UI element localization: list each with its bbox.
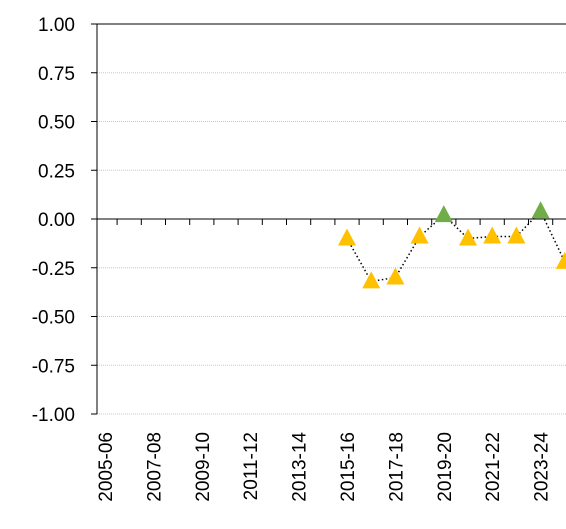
x-tick-label: 2005-06: [96, 432, 117, 502]
x-tick-label: 2021-22: [483, 432, 504, 502]
point-marker: [555, 251, 566, 269]
y-tick-label: 0.75: [38, 64, 75, 85]
x-tick-label: 2009-10: [193, 432, 214, 502]
point-marker: [459, 228, 477, 246]
point-marker: [507, 226, 526, 244]
point-marker: [483, 226, 502, 244]
x-tick-label: 2023-24: [532, 432, 553, 502]
point-marker: [338, 228, 356, 246]
y-tick-label: 0.50: [38, 113, 75, 134]
point-marker: [531, 201, 550, 219]
y-tick-label: -0.25: [32, 259, 75, 280]
x-tick-label: 2015-16: [338, 432, 359, 502]
x-tick-label: 2007-08: [144, 432, 165, 502]
point-marker: [410, 226, 429, 244]
x-tick-label: 2011-12: [241, 432, 262, 500]
y-tick-label: 0.00: [38, 210, 75, 231]
point-marker: [386, 267, 405, 285]
y-tick-label: -1.00: [32, 405, 75, 426]
x-tick-label: 2013-14: [290, 432, 311, 502]
x-tick-label: 2017-18: [386, 432, 407, 502]
y-tick-label: 0.25: [38, 161, 75, 182]
series-line: [346, 209, 566, 283]
y-tick-label: -0.75: [32, 356, 75, 377]
point-marker: [434, 205, 453, 223]
y-tick-label: 1.00: [38, 15, 75, 36]
x-tick-label: 2019-20: [435, 432, 456, 502]
y-tick-label: -0.50: [32, 308, 75, 329]
point-marker: [362, 271, 381, 289]
